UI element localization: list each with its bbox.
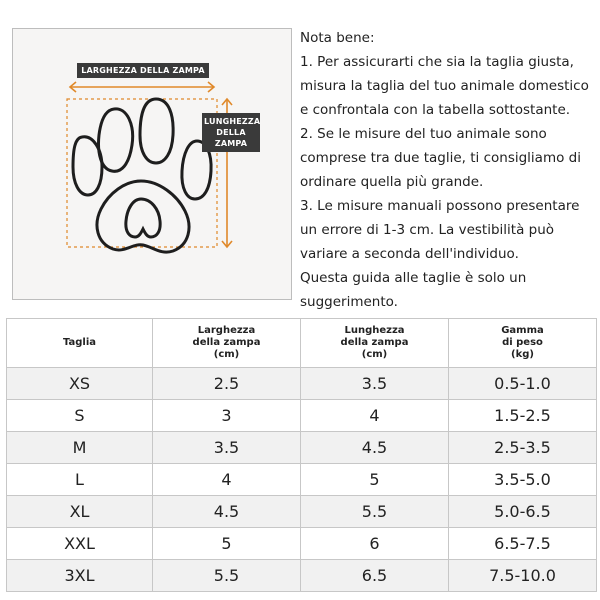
notes-line: 2. Se le misure del tuo animale sono (300, 126, 547, 142)
notes-panel: Nota bene: 1. Per assicurarti che sia la… (300, 26, 594, 314)
notes-line: Questa guida alle taglie è solo un (300, 270, 527, 286)
cell-length: 3.5 (300, 367, 449, 400)
cell-weight: 7.5-10.0 (448, 559, 597, 592)
header-line: della zampa (340, 337, 409, 348)
cell-weight: 2.5-3.5 (448, 431, 597, 464)
cell-size: M (6, 431, 153, 464)
cell-size: L (6, 463, 153, 496)
notes-line: misura la taglia del tuo animale domesti… (300, 78, 589, 94)
cell-length: 5.5 (300, 495, 449, 528)
notes-line: comprese tra due taglie, ti consigliamo … (300, 150, 581, 166)
header-paw-length: Lunghezza della zampa (cm) (300, 318, 449, 368)
header-line: (cm) (361, 349, 388, 360)
table-row: L 4 5 3.5-5.0 (6, 463, 597, 496)
cell-size: XS (6, 367, 153, 400)
table-header-row: Taglia Larghezza della zampa (cm) Lunghe… (6, 318, 597, 368)
table-row: M 3.5 4.5 2.5-3.5 (6, 431, 597, 464)
cell-length: 6.5 (300, 559, 449, 592)
cell-width: 4.5 (152, 495, 301, 528)
cell-size: S (6, 399, 153, 432)
header-line: Gamma (501, 325, 544, 336)
cell-weight: 5.0-6.5 (448, 495, 597, 528)
header-line: Lunghezza (344, 325, 405, 336)
paw-print-icon (71, 97, 213, 254)
table-row: S 3 4 1.5-2.5 (6, 399, 597, 432)
cell-weight: 3.5-5.0 (448, 463, 597, 496)
cell-size: XXL (6, 527, 153, 560)
notes-line: e confrontala con la tabella sottostante… (300, 102, 571, 118)
cell-width: 5.5 (152, 559, 301, 592)
header-line: (kg) (511, 349, 534, 360)
table-row: XS 2.5 3.5 0.5-1.0 (6, 367, 597, 400)
length-label: LUNGHEZZA DELLA ZAMPA (202, 113, 260, 152)
notes-heading: Nota bene: (300, 30, 375, 46)
notes-line: 3. Le misure manuali possono presentare (300, 198, 580, 214)
header-paw-width: Larghezza della zampa (cm) (152, 318, 301, 368)
header-line: Taglia (62, 337, 97, 348)
header-line: della zampa (192, 337, 261, 348)
cell-weight: 1.5-2.5 (448, 399, 597, 432)
header-line: (cm) (213, 349, 240, 360)
cell-weight: 0.5-1.0 (448, 367, 597, 400)
header-size: Taglia (6, 318, 153, 368)
cell-size: 3XL (6, 559, 153, 592)
header-line: di peso (502, 337, 543, 348)
size-chart-table: Taglia Larghezza della zampa (cm) Lunghe… (6, 318, 597, 592)
cell-width: 5 (152, 527, 301, 560)
width-arrow-icon (68, 81, 216, 93)
table-row: XXL 5 6 6.5-7.5 (6, 527, 597, 560)
cell-width: 3.5 (152, 431, 301, 464)
header-line: Larghezza (197, 325, 256, 336)
measure-box (66, 98, 218, 248)
cell-length: 4 (300, 399, 449, 432)
notes-line: un errore di 1-3 cm. La vestibilità può (300, 222, 555, 238)
cell-length: 4.5 (300, 431, 449, 464)
cell-weight: 6.5-7.5 (448, 527, 597, 560)
header-weight-range: Gamma di peso (kg) (448, 318, 597, 368)
notes-line: suggerimento. (300, 294, 398, 310)
width-label: LARGHEZZA DELLA ZAMPA (77, 63, 209, 78)
table-row: XL 4.5 5.5 5.0-6.5 (6, 495, 597, 528)
cell-length: 6 (300, 527, 449, 560)
cell-length: 5 (300, 463, 449, 496)
cell-size: XL (6, 495, 153, 528)
notes-line: 1. Per assicurarti che sia la taglia giu… (300, 54, 574, 70)
cell-width: 3 (152, 399, 301, 432)
cell-width: 4 (152, 463, 301, 496)
notes-line: variare a seconda dell'individuo. (300, 246, 519, 262)
notes-line: ordinare quella più grande. (300, 174, 484, 190)
paw-measure-diagram: LARGHEZZA DELLA ZAMPA LUNGHEZZA DELLA ZA… (12, 28, 292, 300)
table-row: 3XL 5.5 6.5 7.5-10.0 (6, 559, 597, 592)
cell-width: 2.5 (152, 367, 301, 400)
